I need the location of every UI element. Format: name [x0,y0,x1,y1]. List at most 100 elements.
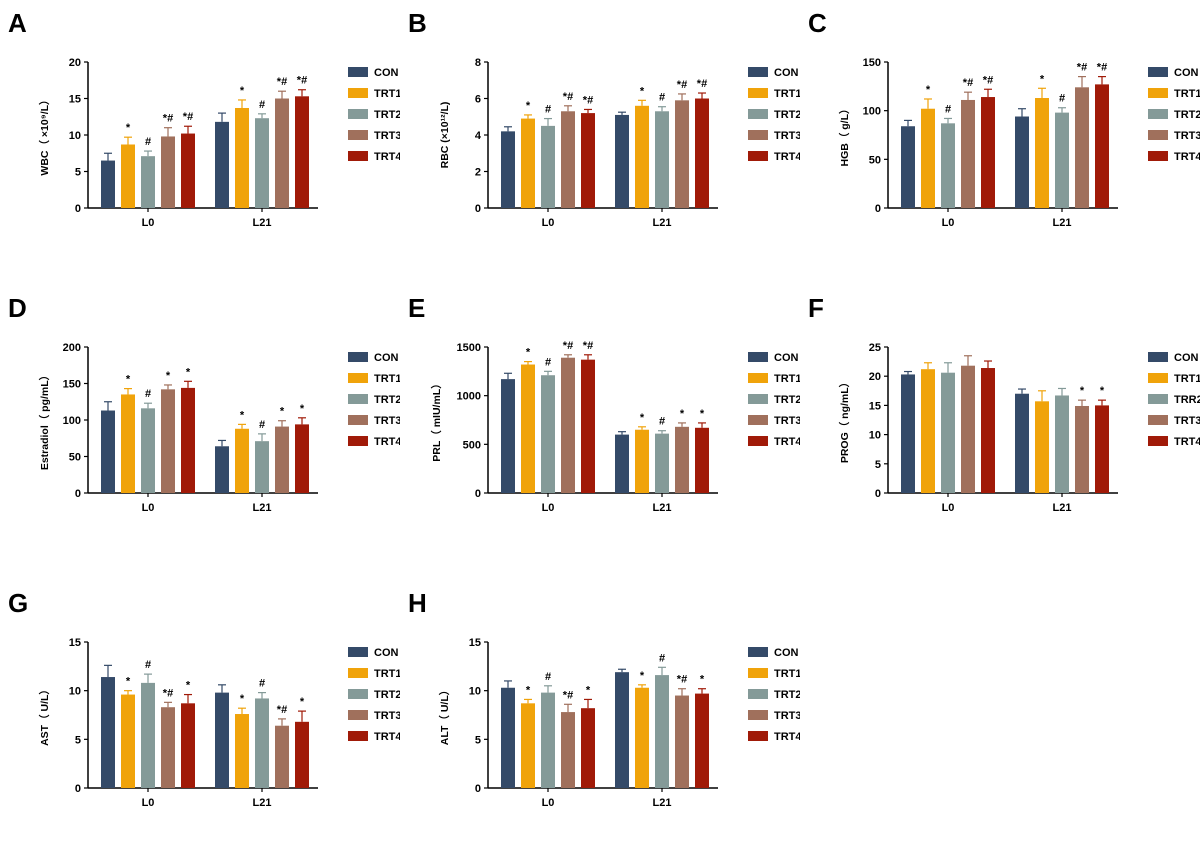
legend-swatch [1148,88,1168,98]
y-tick-label: 6 [475,94,481,106]
bar-trt4-l0 [181,133,195,208]
bar-trt4-l21 [1095,405,1109,493]
bar-trt3-l21 [675,100,689,208]
bar-trt3-l21 [1075,87,1089,208]
y-tick-label: 100 [63,415,81,427]
bar-trt3-l21 [275,98,289,208]
bar-trt1-l0 [121,144,135,208]
x-tick-label: L0 [542,797,555,809]
bar-trt1-l21 [635,429,649,493]
y-axis-label: PROG（ ng/mL） [838,377,851,463]
legend-swatch [1148,151,1168,161]
legend-swatch [748,352,768,362]
bar-trt1-l0 [921,108,935,208]
legend-swatch [348,689,368,699]
y-tick-label: 10 [69,130,81,142]
significance-mark: *# [963,77,973,89]
y-tick-label: 50 [69,452,81,464]
chart-f: F 0 5 10 15 20 25 PROG（ ng/mL） L0 L21 * * CON TRT1 TRR… [808,293,1200,514]
bar-trt4-l0 [981,368,995,493]
legend-label: TRT2 [374,689,400,701]
legend-swatch [348,668,368,678]
legend-swatch [348,67,368,77]
significance-mark: * [526,100,531,112]
significance-mark: *# [583,340,593,352]
bar-con-l0 [501,687,515,788]
legend-swatch [1148,67,1168,77]
bar-trt4-l21 [695,427,709,493]
bar-con-l0 [101,677,115,788]
legend-label: TRT1 [774,373,800,385]
bar-trt1-l21 [235,107,249,208]
legend-swatch [748,67,768,77]
legend-label: TRT2 [374,109,400,121]
legend-label: TRT1 [774,668,800,680]
bar-con-l0 [901,126,915,208]
y-tick-label: 5 [75,167,81,179]
significance-mark: * [526,684,531,696]
legend-swatch [1148,394,1168,404]
x-tick-label: L21 [253,797,272,809]
y-tick-label: 5 [875,459,881,471]
legend-swatch [348,415,368,425]
y-axis-label: AST（ U/L） [38,684,51,746]
y-tick-label: 1000 [457,391,481,403]
significance-mark: # [545,104,551,116]
bar-con-l0 [901,374,915,493]
bar-trt4-l21 [295,424,309,493]
significance-mark: *# [983,74,993,86]
panel-label: F [808,293,824,323]
legend-swatch [748,415,768,425]
significance-mark: * [680,408,685,420]
x-tick-label: L0 [142,217,155,229]
legend-label: TRT1 [374,373,400,385]
legend-label: CON [1174,352,1199,364]
significance-mark: # [145,136,151,148]
x-tick-label: L21 [653,502,672,514]
significance-mark: * [240,693,245,705]
y-tick-label: 15 [69,94,81,106]
significance-mark: * [1040,73,1045,85]
bar-trt1-l21 [635,105,649,208]
legend-label: TRT3 [374,710,400,722]
significance-mark: * [126,374,131,386]
legend-swatch [348,88,368,98]
y-tick-label: 10 [869,430,881,442]
y-tick-label: 25 [869,342,881,354]
bar-trt2-l21 [655,433,669,493]
legend-label: CON [774,67,799,79]
y-tick-label: 2 [475,167,481,179]
panel-f: F 0 5 10 15 20 25 PROG（ ng/mL） L0 L21 * * CON TRT1 TRR… [800,285,1200,560]
legend-swatch [348,731,368,741]
bar-trt2-l0 [941,123,955,208]
panel-c: C 0 50 100 150 HGB（ g/L） L0 * # *# *# L21 * # *# *# CON T… [800,0,1200,275]
legend-label: TRT2 [1174,109,1200,121]
x-tick-label: L0 [542,502,555,514]
significance-mark: *# [1097,62,1107,74]
y-axis-label: ALT（ U/L） [438,685,451,745]
bar-trt2-l21 [1055,112,1069,208]
bar-trt1-l21 [235,428,249,493]
legend-label: TRT2 [774,689,800,701]
bar-trt2-l21 [655,111,669,208]
legend-swatch [748,436,768,446]
bar-trt2-l21 [655,675,669,788]
significance-mark: * [1100,385,1105,397]
significance-mark: * [300,696,305,708]
legend-swatch [748,88,768,98]
significance-mark: * [186,680,191,692]
bar-trt2-l21 [255,698,269,788]
legend-swatch [348,647,368,657]
bar-trt2-l0 [141,156,155,208]
x-tick-label: L0 [142,797,155,809]
significance-mark: # [659,92,665,104]
y-tick-label: 20 [69,57,81,69]
significance-mark: # [145,388,151,400]
bar-trt1-l21 [235,714,249,788]
legend-swatch [748,109,768,119]
y-tick-label: 0 [475,488,481,500]
x-tick-label: L0 [942,502,955,514]
bar-trt1-l21 [635,687,649,788]
